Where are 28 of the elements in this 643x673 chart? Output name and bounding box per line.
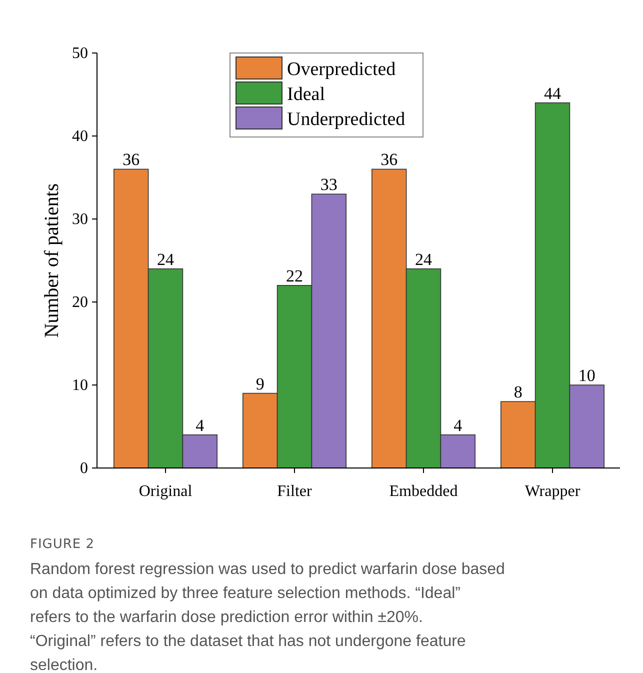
data-label: 24 bbox=[415, 250, 432, 269]
data-label: 36 bbox=[380, 150, 398, 170]
data-label: 9 bbox=[256, 374, 264, 394]
text: Random forest regression was used to predict warfarin dose based on data optimized by three feature selection methods. “Ideal” refers to the warfarin dose prediction error within ±20%. “Original” refers to the dataset that has not undergone feature selection. bbox=[30, 561, 505, 673]
data-label: 24 bbox=[157, 250, 174, 269]
data-label: 8 bbox=[514, 382, 522, 402]
data-label: 4 bbox=[196, 416, 205, 435]
data-label: 10 bbox=[578, 366, 596, 385]
y-tick-label: 20 bbox=[72, 294, 88, 311]
caption: FIGURE 2 bbox=[30, 537, 95, 552]
y-tick-label: 30 bbox=[72, 211, 88, 228]
x-tick-label: Wrapper bbox=[524, 483, 581, 500]
data-label: 33 bbox=[320, 175, 338, 194]
x-tick-label: Original bbox=[138, 483, 193, 500]
y-tick-label: 40 bbox=[72, 128, 88, 145]
data-label: 44 bbox=[544, 84, 562, 103]
x-tick-label: Embedded bbox=[389, 483, 458, 500]
y-tick-label: 0 bbox=[80, 460, 88, 477]
legend-label: Overpredicted bbox=[287, 59, 396, 80]
data-label: 36 bbox=[122, 150, 140, 170]
y-tick-label: 10 bbox=[72, 377, 88, 394]
y-tick-label: 50 bbox=[72, 45, 88, 62]
data-label: 22 bbox=[286, 266, 303, 286]
legend-label: Ideal bbox=[287, 84, 325, 105]
data-label: 4 bbox=[454, 416, 463, 435]
x-tick-label: Filter bbox=[277, 483, 312, 500]
y-axis-title: Number of patients bbox=[41, 183, 63, 338]
legend-label: Underpredicted bbox=[287, 109, 406, 130]
